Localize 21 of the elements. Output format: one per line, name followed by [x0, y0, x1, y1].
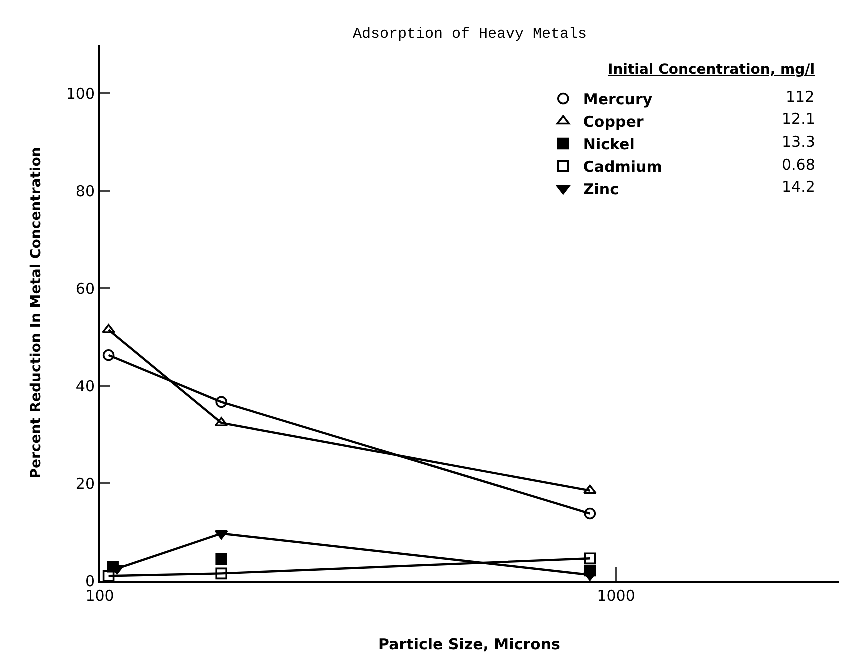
legend-title: Initial Concentration, mg/l: [608, 62, 816, 78]
y-tick-label: 80: [76, 182, 95, 200]
chart-title: Adsorption of Heavy Metals: [353, 26, 588, 43]
y-axis-title: Percent Reduction In Metal Concentration: [28, 147, 44, 479]
y-tick-label: 60: [76, 280, 95, 298]
legend-label: Zinc: [583, 180, 619, 199]
annotation: 0.68: [782, 156, 816, 174]
legend-label: Cadmium: [583, 158, 662, 176]
annotation: 112: [786, 88, 815, 106]
y-tick-label: 100: [66, 84, 95, 103]
y-tick-label: 40: [76, 377, 95, 396]
y-tick-label: 20: [76, 474, 95, 493]
x-axis-title: Particle Size, Microns: [378, 636, 561, 654]
annotation: 13.3: [782, 133, 816, 151]
legend-label: Mercury: [583, 90, 653, 109]
annotation: 14.2: [782, 178, 816, 196]
x-tick-label: 1000: [597, 587, 636, 605]
annotation: 12.1: [782, 110, 816, 128]
legend-label: Copper: [583, 113, 644, 132]
y-tick-label: 0: [85, 572, 95, 590]
legend-label: Nickel: [583, 136, 635, 154]
